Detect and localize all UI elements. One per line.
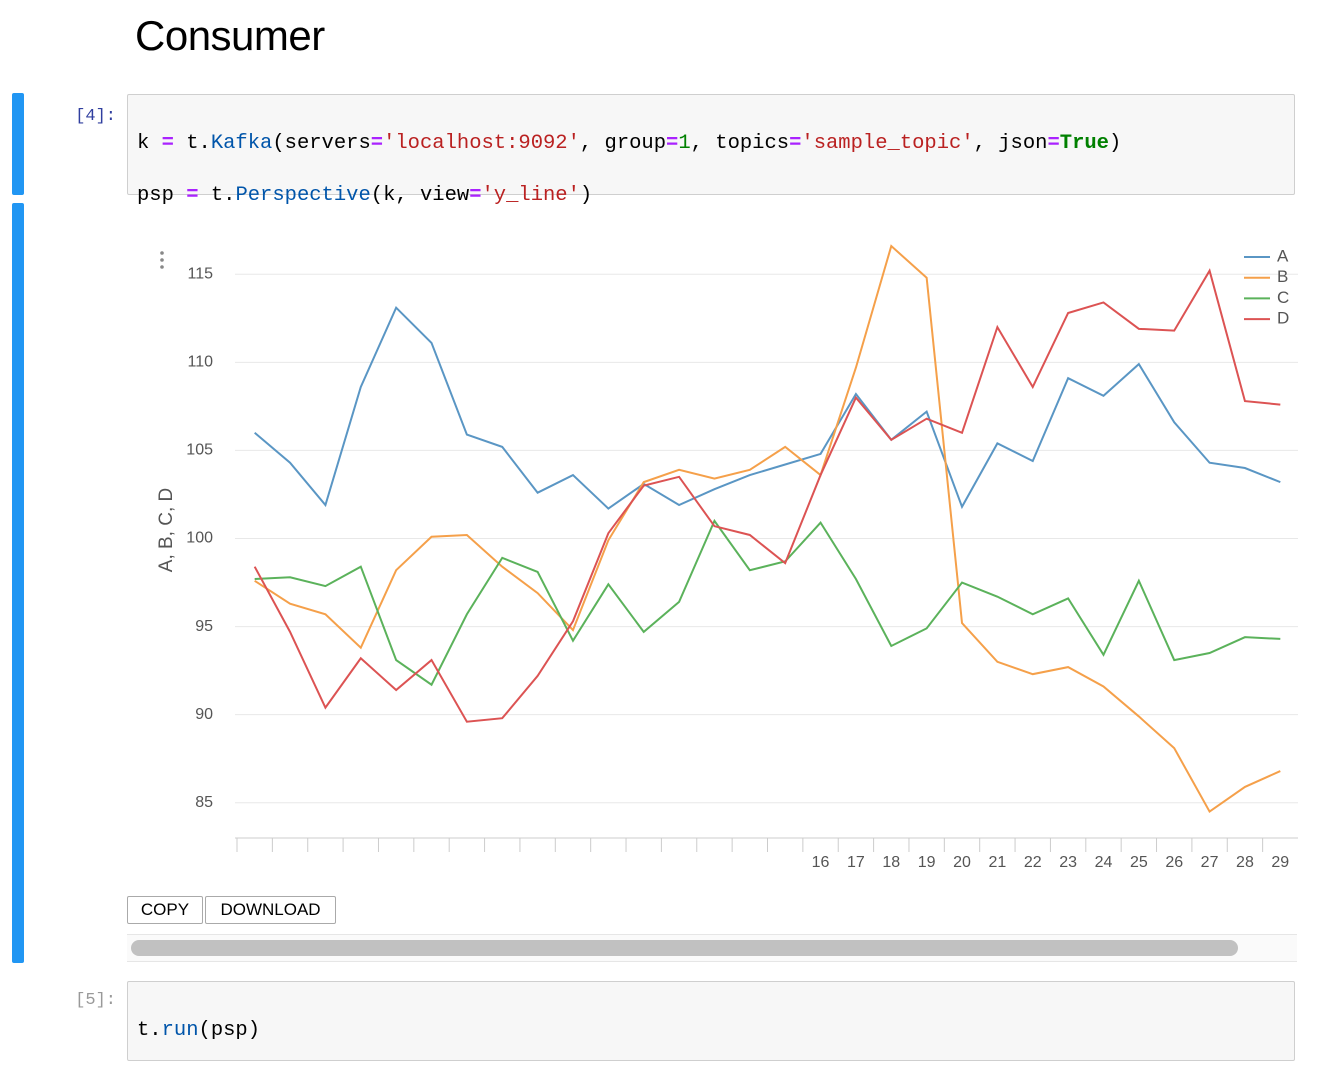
code-token: t. bbox=[137, 1019, 162, 1042]
code-token: (psp) bbox=[198, 1019, 261, 1042]
code-token: , group bbox=[579, 132, 667, 155]
code-token: ) bbox=[579, 184, 593, 207]
series-line bbox=[254, 518, 1281, 687]
x-tick-label: 29 bbox=[1271, 854, 1289, 871]
code-token: k bbox=[137, 132, 162, 155]
code-line: k = t.Kafka(servers='localhost:9092', gr… bbox=[137, 131, 1285, 157]
code-token: Kafka bbox=[210, 132, 273, 155]
code-token: = bbox=[161, 132, 174, 155]
cell-selection-bar bbox=[12, 93, 24, 195]
cell-prompt: [5]: bbox=[75, 991, 116, 1010]
legend-label: C bbox=[1277, 288, 1289, 307]
x-tick-label: 16 bbox=[812, 854, 830, 871]
x-tick-label: 18 bbox=[882, 854, 900, 871]
x-tick-label: 24 bbox=[1095, 854, 1113, 871]
x-tick-label: 28 bbox=[1236, 854, 1254, 871]
menu-icon[interactable] bbox=[160, 251, 164, 269]
notebook-title: Consumer bbox=[135, 12, 325, 59]
scrollbar-thumb[interactable] bbox=[131, 940, 1238, 956]
x-tick-label: 23 bbox=[1059, 854, 1077, 871]
code-token: , json bbox=[973, 132, 1048, 155]
x-tick-label: 25 bbox=[1130, 854, 1148, 871]
code-token: = bbox=[469, 184, 482, 207]
y-tick-label: 95 bbox=[195, 618, 213, 635]
legend-label: D bbox=[1277, 309, 1289, 328]
code-token: = bbox=[666, 132, 679, 155]
x-tick-label: 27 bbox=[1201, 854, 1219, 871]
code-token: psp bbox=[137, 184, 187, 207]
code-token: , topics bbox=[690, 132, 790, 155]
cell-prompt: [4]: bbox=[75, 107, 116, 126]
code-token: 'y_line' bbox=[481, 184, 580, 207]
chart: A, B, C, D 85 90 95 100 105 110 115 16 17 18 19 20 2… bbox=[156, 244, 1298, 871]
x-tick-label: 21 bbox=[988, 854, 1006, 871]
y-tick-label: 85 bbox=[195, 794, 213, 811]
y-tick-label: 90 bbox=[195, 706, 213, 723]
code-token: True bbox=[1059, 132, 1109, 155]
x-tick-label: 20 bbox=[953, 854, 971, 871]
code-token: 'sample_topic' bbox=[801, 132, 974, 155]
copy-button[interactable]: COPY bbox=[127, 896, 203, 924]
code-token: 1 bbox=[678, 132, 691, 155]
code-token: = bbox=[1047, 132, 1060, 155]
x-tick-label: 26 bbox=[1165, 854, 1183, 871]
notebook-page: {"header": {"title": "Consumer"}, "cells… bbox=[12, 12, 1298, 1061]
code-token: 'localhost:9092' bbox=[383, 132, 580, 155]
series-line bbox=[254, 244, 1281, 814]
code-input[interactable]: k = t.Kafka(servers='localhost:9092', gr… bbox=[127, 94, 1295, 207]
code-token: run bbox=[161, 1019, 199, 1042]
code-token: t. bbox=[198, 184, 236, 207]
y-axis-label: A, B, C, D bbox=[156, 488, 177, 572]
y-tick-label: 105 bbox=[186, 442, 213, 459]
code-token: ) bbox=[1108, 132, 1122, 155]
code-input[interactable]: t.run(psp) bbox=[127, 981, 1295, 1061]
output-selection-bar bbox=[12, 203, 24, 963]
code-token: = bbox=[370, 132, 384, 155]
code-token: Perspective bbox=[235, 184, 371, 207]
x-tick-label: 17 bbox=[847, 854, 865, 871]
y-tick-label: 100 bbox=[186, 530, 213, 547]
download-button[interactable]: DOWNLOAD bbox=[205, 896, 336, 924]
x-tick-label: 19 bbox=[918, 854, 936, 871]
code-token: = bbox=[186, 184, 199, 207]
code-line: t.run(psp) bbox=[137, 1018, 1285, 1044]
code-token: t. bbox=[173, 132, 211, 155]
x-tick-label: 22 bbox=[1024, 854, 1042, 871]
legend-label: B bbox=[1277, 267, 1288, 286]
code-token: (servers bbox=[272, 132, 371, 155]
series-line bbox=[254, 305, 1281, 510]
y-tick-label: 110 bbox=[187, 354, 213, 371]
code-token: (k, view bbox=[370, 184, 470, 207]
y-tick-label: 115 bbox=[187, 265, 213, 282]
code-line: psp = t.Perspective(k, view='y_line') bbox=[137, 183, 1285, 209]
code-token: = bbox=[789, 132, 802, 155]
legend-label: A bbox=[1277, 246, 1289, 265]
series-line bbox=[253, 268, 1281, 723]
